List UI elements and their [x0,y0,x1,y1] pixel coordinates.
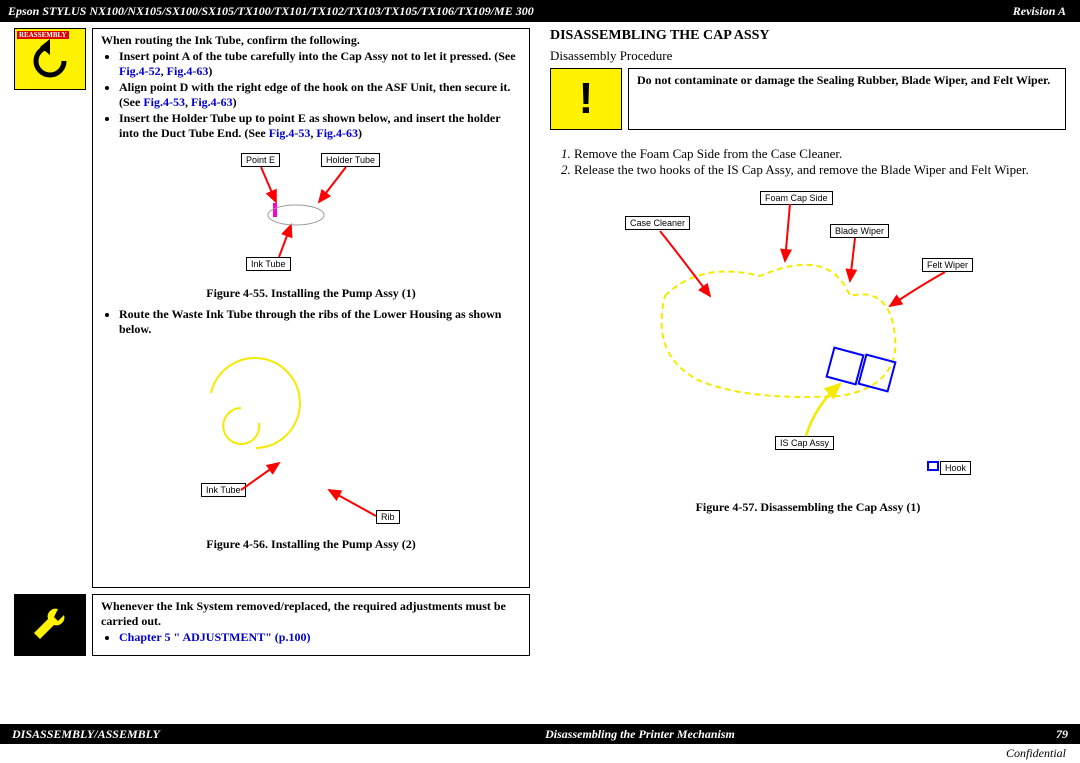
doc-title: Epson STYLUS NX100/NX105/SX100/SX105/TX1… [8,4,1013,19]
footer-page: 79 [1008,727,1068,742]
header-bar: Epson STYLUS NX100/NX105/SX100/SX105/TX1… [0,0,1080,22]
routing-box: When routing the Ink Tube, confirm the f… [92,28,530,588]
section-heading: DISASSEMBLING THE CAP ASSY [550,28,1066,44]
wrench-icon [14,594,86,656]
footer-left: DISASSEMBLY/ASSEMBLY [12,727,272,742]
adjust-text: Whenever the Ink System removed/replaced… [101,599,506,628]
figure-4-56: Ink Tube Rib [101,338,521,533]
adjust-row: Whenever the Ink System removed/replaced… [14,594,530,656]
page-body: REASSEMBLY When routing the Ink Tube, co… [0,22,1080,739]
fig57-caption: Figure 4-57. Disassembling the Cap Assy … [550,500,1066,515]
reassembly-icon: REASSEMBLY [14,28,86,90]
right-column: DISASSEMBLING THE CAP ASSY Disassembly P… [550,28,1066,739]
adjust-box: Whenever the Ink System removed/replaced… [92,594,530,656]
route-bullet: Route the Waste Ink Tube through the rib… [119,307,521,337]
adjust-link[interactable]: Chapter 5 " ADJUSTMENT" (p.100) [119,630,310,644]
caution-box: Do not contaminate or damage the Sealing… [628,68,1066,130]
footer: DISASSEMBLY/ASSEMBLY Disassembling the P… [0,724,1080,763]
procedure-label: Disassembly Procedure [550,48,1066,64]
routing-intro: When routing the Ink Tube, confirm the f… [101,33,360,47]
revision: Revision A [1013,4,1072,19]
caution-icon: ! [550,68,622,130]
left-column: REASSEMBLY When routing the Ink Tube, co… [14,28,530,739]
caution-row: ! Do not contaminate or damage the Seali… [550,68,1066,130]
figure-4-57: Foam Cap Side Case Cleaner Blade Wiper F… [550,186,1066,496]
footer-center: Disassembling the Printer Mechanism [272,727,1008,742]
routing-bullets: Insert point A of the tube carefully int… [119,49,521,141]
step-2: Release the two hooks of the IS Cap Assy… [574,162,1066,178]
fig56-caption: Figure 4-56. Installing the Pump Assy (2… [101,537,521,552]
procedure-steps: Remove the Foam Cap Side from the Case C… [574,146,1066,178]
step-1: Remove the Foam Cap Side from the Case C… [574,146,1066,162]
figure-4-55: Point E Holder Tube Ink Tube [101,147,521,282]
fig55-caption: Figure 4-55. Installing the Pump Assy (1… [101,286,521,301]
reassembly-row: REASSEMBLY When routing the Ink Tube, co… [14,28,530,588]
confidential: Confidential [0,744,1080,763]
